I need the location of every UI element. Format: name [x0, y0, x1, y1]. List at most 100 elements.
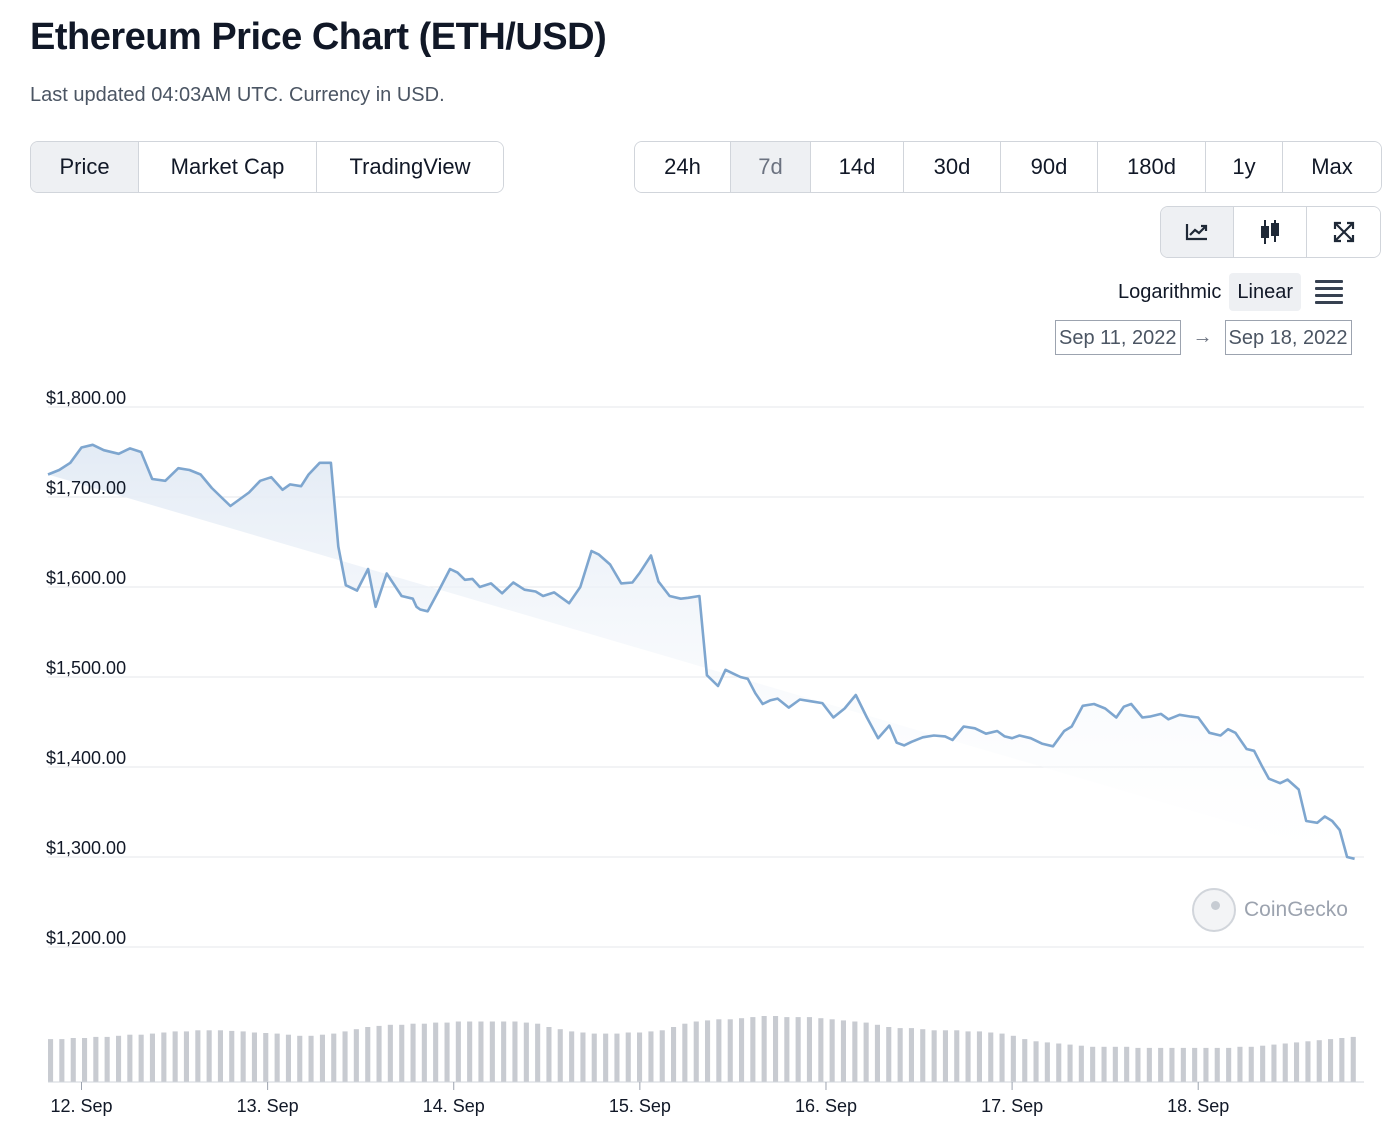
volume-bar	[161, 1032, 167, 1082]
volume-bar	[172, 1031, 178, 1082]
line-chart-button[interactable]	[1161, 207, 1234, 257]
volume-bar	[319, 1034, 325, 1082]
y-tick-label: $1,700.00	[46, 478, 126, 498]
volume-bar	[433, 1022, 439, 1082]
volume-bar	[1237, 1046, 1243, 1082]
volume-bar	[761, 1016, 767, 1082]
volume-bar	[739, 1018, 745, 1082]
volume-bar	[342, 1031, 348, 1082]
volume-bar	[659, 1030, 665, 1082]
volume-bar	[1044, 1042, 1050, 1082]
volume-bar	[1316, 1040, 1322, 1082]
volume-bar	[331, 1033, 337, 1082]
volume-bar	[829, 1019, 835, 1082]
volume-bar	[1158, 1047, 1164, 1082]
y-tick-label: $1,800.00	[46, 388, 126, 408]
logarithmic-scale-option[interactable]: Logarithmic	[1118, 281, 1222, 303]
volume-bar	[818, 1018, 824, 1082]
linear-scale-option[interactable]: Linear	[1229, 273, 1301, 311]
volume-bar	[954, 1030, 960, 1082]
volume-bar	[421, 1023, 427, 1082]
volume-bar	[852, 1021, 858, 1082]
volume-bar	[999, 1033, 1005, 1082]
range-24h-button[interactable]: 24h	[635, 142, 731, 192]
volume-bar	[1214, 1047, 1220, 1082]
volume-bar	[976, 1031, 982, 1082]
range-1y-button[interactable]: 1y	[1206, 142, 1283, 192]
x-tick-label: 17. Sep	[981, 1096, 1043, 1116]
volume-bar	[149, 1033, 155, 1082]
volume-bar	[410, 1023, 416, 1082]
range-max-button[interactable]: Max	[1283, 142, 1381, 192]
candlestick-icon	[1261, 220, 1279, 244]
range-90d-button[interactable]: 90d	[1001, 142, 1098, 192]
volume-bar	[1169, 1047, 1175, 1082]
range-30d-button[interactable]: 30d	[904, 142, 1001, 192]
watermark-text: CoinGecko	[1244, 898, 1348, 921]
volume-bar	[48, 1039, 54, 1082]
y-tick-label: $1,200.00	[46, 928, 126, 948]
volume-bar	[1339, 1038, 1345, 1082]
x-tick-label: 15. Sep	[609, 1096, 671, 1116]
page-title: Ethereum Price Chart (ETH/USD)	[30, 16, 607, 58]
volume-bar	[116, 1035, 122, 1082]
volume-bar	[1112, 1046, 1118, 1082]
volume-bar	[399, 1024, 405, 1082]
volume-bar	[727, 1019, 733, 1082]
volume-bar	[637, 1032, 643, 1082]
date-from-input[interactable]: Sep 11, 2022	[1055, 320, 1181, 355]
volume-bar	[1248, 1046, 1254, 1082]
volume-bar	[773, 1016, 779, 1082]
volume-bar	[217, 1030, 223, 1082]
fullscreen-icon	[1333, 221, 1354, 243]
volume-bar	[795, 1017, 801, 1082]
range-7d-button[interactable]: 7d	[731, 142, 811, 192]
line-chart-icon	[1185, 224, 1208, 241]
volume-bar	[251, 1032, 257, 1082]
range-180d-button[interactable]: 180d	[1098, 142, 1206, 192]
volume-bar	[1033, 1041, 1039, 1082]
x-tick-label: 16. Sep	[795, 1096, 857, 1116]
volume-bar	[229, 1030, 235, 1083]
menu-icon[interactable]	[1315, 280, 1343, 304]
volume-bar	[501, 1021, 507, 1082]
volume-bar	[546, 1027, 552, 1082]
tab-price[interactable]: Price	[31, 142, 139, 192]
date-to-input[interactable]: Sep 18, 2022	[1224, 320, 1352, 355]
volume-bar	[387, 1024, 393, 1082]
scale-toggle: Logarithmic Linear	[1110, 272, 1343, 312]
y-tick-label: $1,400.00	[46, 748, 126, 768]
volume-bar	[716, 1019, 722, 1082]
time-range-selector: 24h 7d 14d 30d 90d 180d 1y Max	[634, 141, 1382, 193]
volume-bar	[682, 1023, 688, 1082]
coingecko-logo-icon	[1192, 888, 1236, 932]
volume-bar	[591, 1033, 597, 1082]
volume-bar	[240, 1031, 246, 1082]
candlestick-button[interactable]	[1234, 207, 1307, 257]
volume-bar	[569, 1031, 575, 1082]
volume-bar	[365, 1027, 371, 1082]
volume-bar	[942, 1030, 948, 1082]
volume-bar	[1067, 1044, 1073, 1082]
fullscreen-button[interactable]	[1307, 207, 1380, 257]
last-updated-text: Last updated 04:03AM UTC. Currency in US…	[30, 84, 445, 106]
volume-bar	[1124, 1046, 1130, 1082]
price-line	[47, 443, 1355, 861]
volume-bar	[1056, 1043, 1062, 1082]
volume-bar	[59, 1039, 65, 1082]
range-14d-button[interactable]: 14d	[811, 142, 904, 192]
volume-bar	[285, 1034, 291, 1082]
volume-bar	[1282, 1043, 1288, 1082]
tab-tradingview[interactable]: TradingView	[317, 142, 503, 192]
volume-bar	[1090, 1046, 1096, 1082]
volume-bar	[455, 1021, 461, 1082]
volume-bar	[1146, 1047, 1152, 1082]
volume-bar	[1260, 1045, 1266, 1082]
tab-market-cap[interactable]: Market Cap	[139, 142, 317, 192]
volume-bar	[308, 1035, 314, 1082]
y-tick-label: $1,300.00	[46, 838, 126, 858]
volume-bar	[1180, 1047, 1186, 1082]
y-tick-label: $1,500.00	[46, 658, 126, 678]
volume-bar	[705, 1020, 711, 1082]
volume-bar	[104, 1036, 110, 1082]
